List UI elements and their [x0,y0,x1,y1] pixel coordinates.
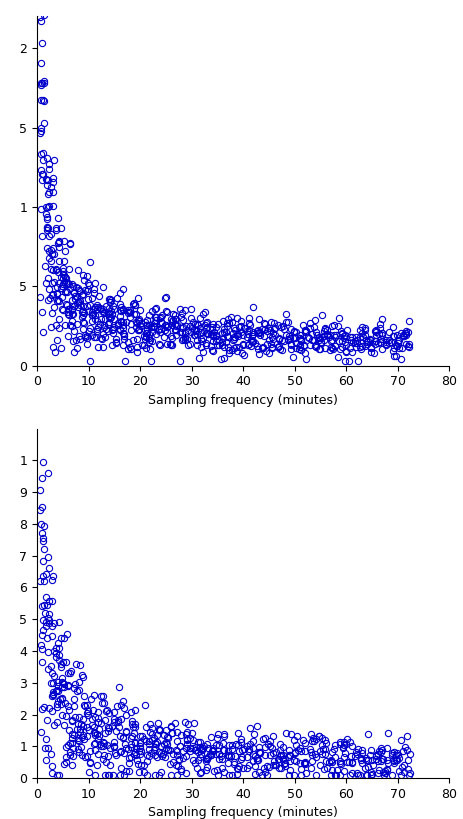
X-axis label: Sampling frequency (minutes): Sampling frequency (minutes) [148,394,338,407]
X-axis label: Sampling frequency (minutes): Sampling frequency (minutes) [148,807,338,819]
